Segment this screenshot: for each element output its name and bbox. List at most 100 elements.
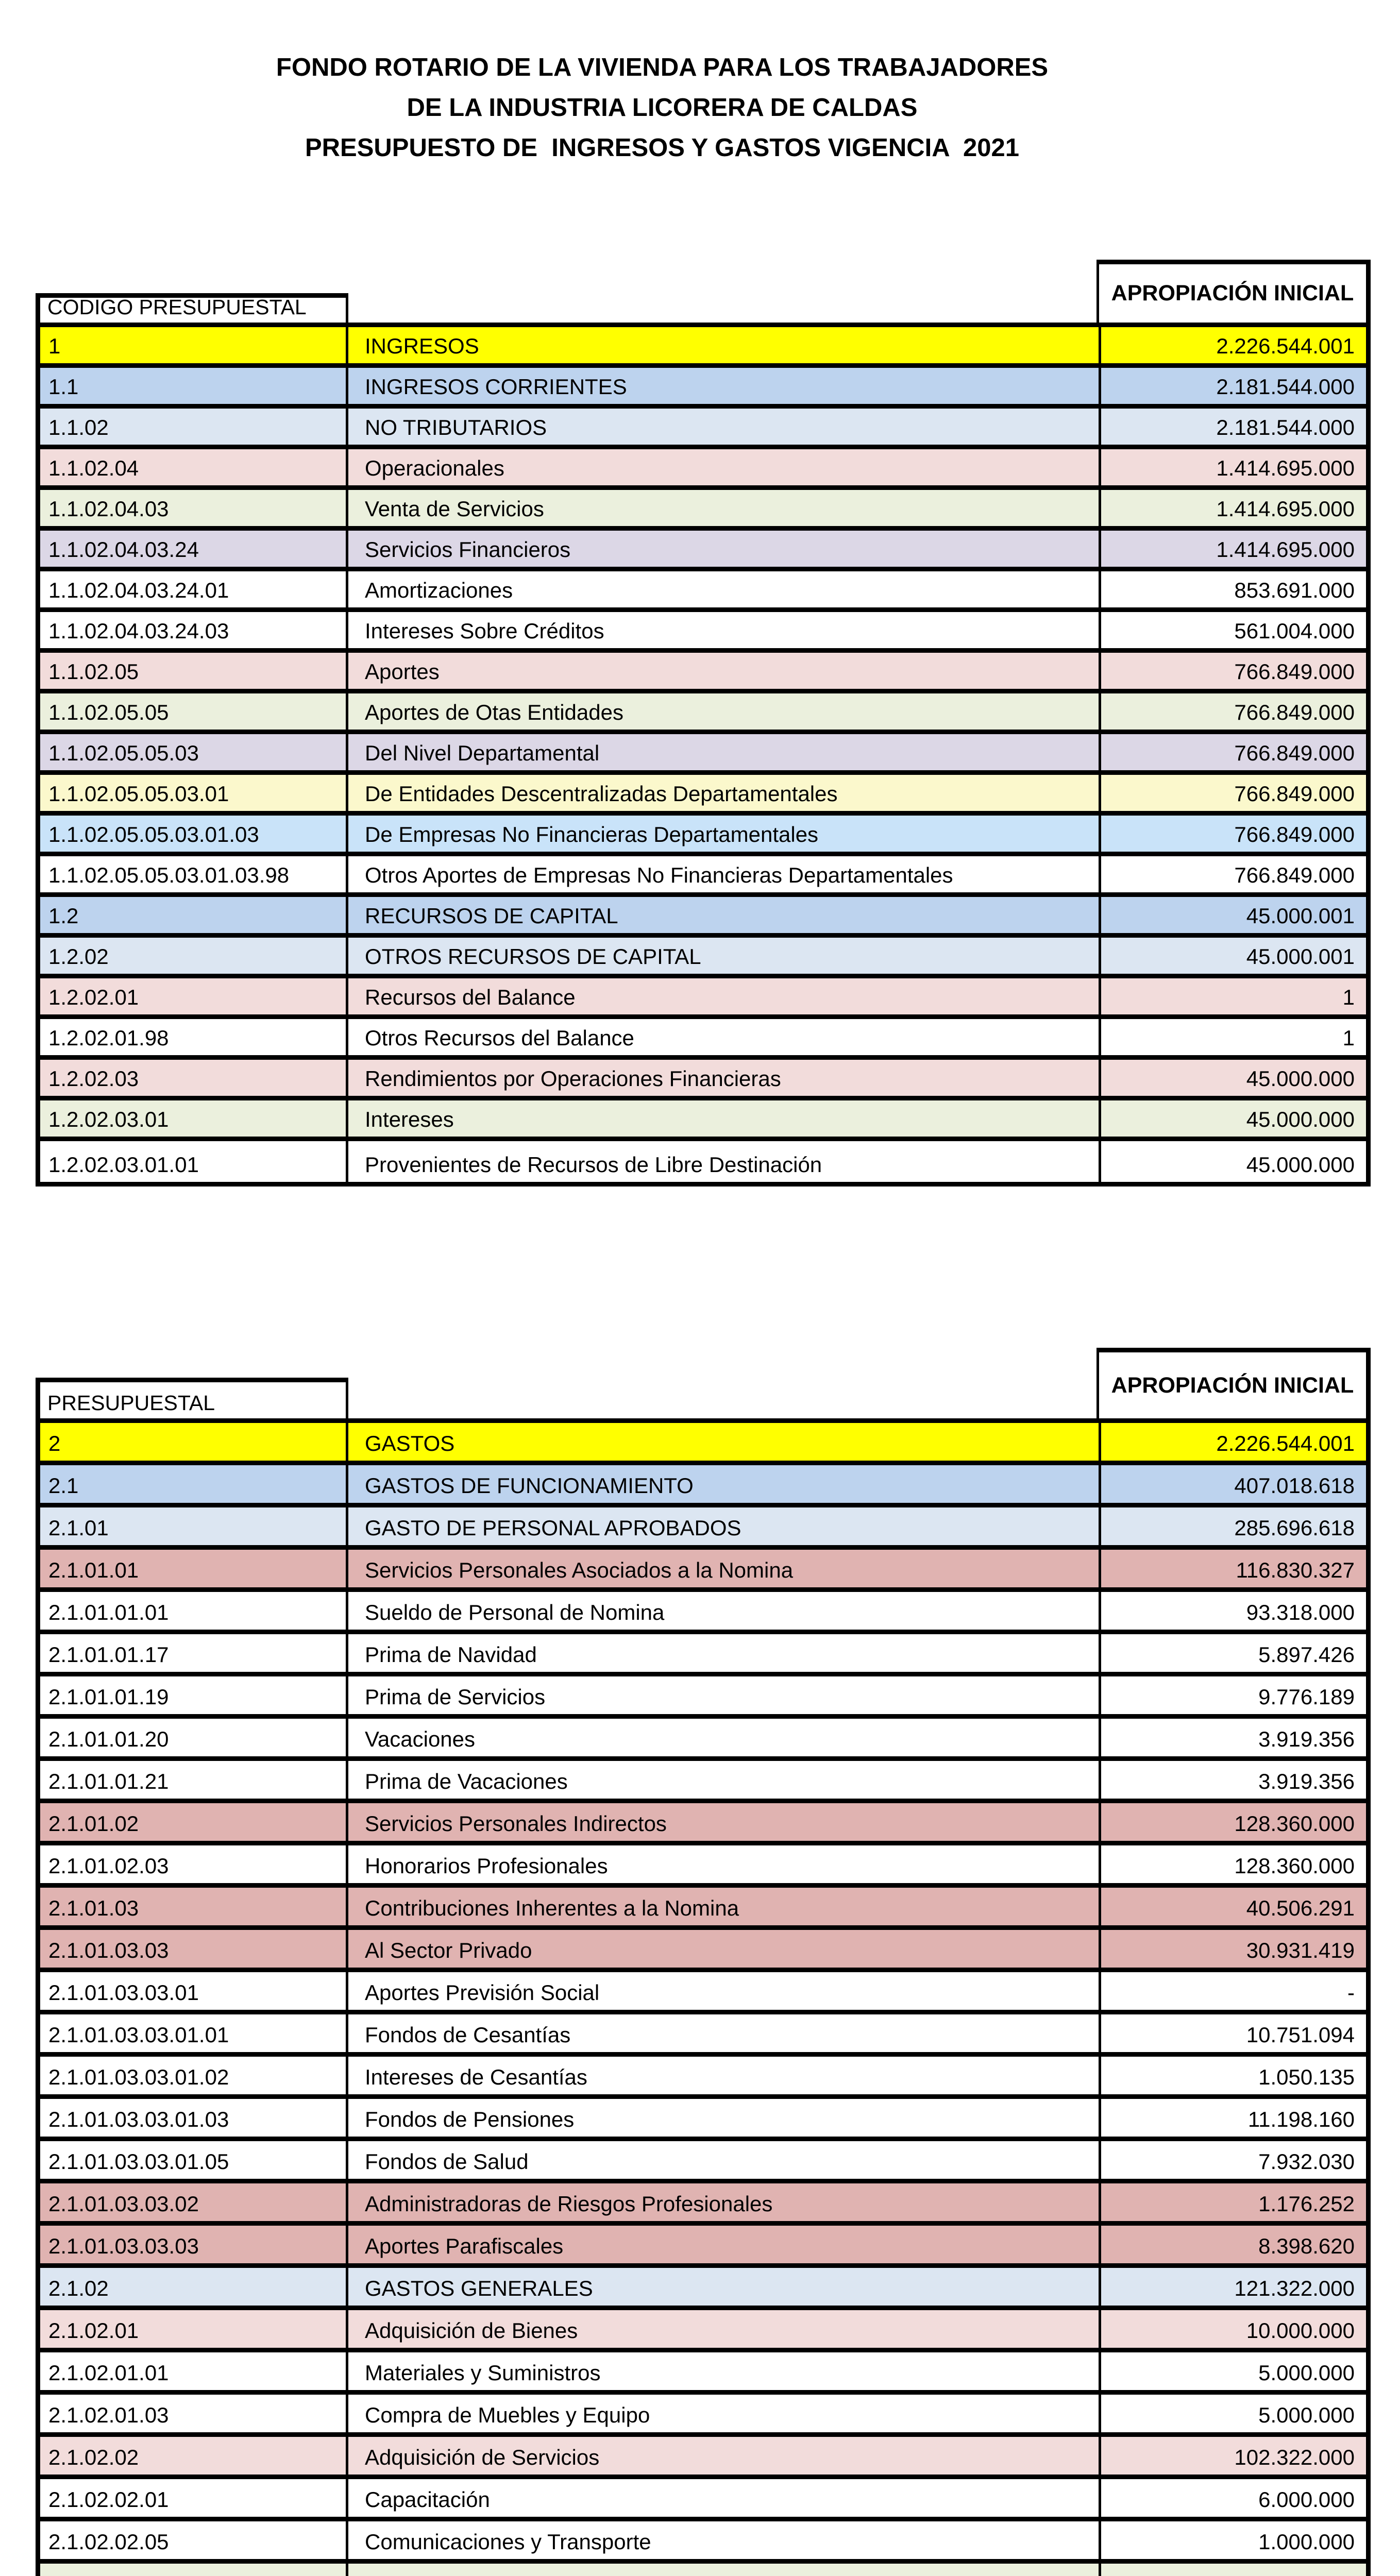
expense-code-header-label: PRESUPUESTAL — [47, 1391, 215, 1415]
budget-code-cell: 2.1.01.02.03 — [40, 1845, 348, 1883]
budget-name-cell: Adquisición de Bienes — [348, 2310, 1101, 2348]
table-row: 1.1.02.04 Operacionales 1.414.695.000 — [40, 449, 1366, 490]
income-code-column-header: CODIGO PRESUPUESTAL — [36, 293, 348, 323]
table-row: 1.1.02.05.05.03.01 De Entidades Descentra… — [40, 775, 1366, 816]
budget-code-cell: 2.1.01.02 — [40, 1803, 348, 1841]
table-row: 2.1.01.03.03.01.05 Fondos de Salud 7.932.0… — [40, 2141, 1366, 2183]
budget-code-cell: 2.1.01.01.19 — [40, 1676, 348, 1714]
budget-name-cell: Comunicaciones y Transporte — [348, 2521, 1101, 2559]
budget-value-cell: 766.849.000 — [1234, 822, 1355, 846]
budget-name-cell: Intereses — [348, 1100, 1101, 1137]
table-row: 1.1 INGRESOS CORRIENTES 2.181.544.000 — [40, 368, 1366, 409]
budget-value-cell: 2.181.544.000 — [1216, 415, 1355, 439]
budget-code-cell: 1.1.02.04.03 — [40, 490, 348, 526]
table-row: 1.2.02.01 Recursos del Balance 1 — [40, 978, 1366, 1019]
budget-value-cell: 50.672.000 — [1101, 2564, 1366, 2576]
budget-code-cell: 2.1.01.01.17 — [40, 1634, 348, 1672]
budget-name-cell: Compra de Muebles y Equipo — [348, 2395, 1101, 2432]
table-row: 2.1.01.01.21 Prima de Vacaciones 3.919.356 — [40, 1761, 1366, 1803]
budget-value-cell: 10.751.094 — [1246, 2023, 1355, 2047]
budget-name-cell: Rendimientos por Operaciones Financieras — [348, 1060, 1101, 1096]
budget-value-cell: 93.318.000 — [1246, 1600, 1355, 1624]
budget-code-cell: 1.2.02.03.01.01 — [40, 1141, 348, 1182]
table-row: 1.2.02 OTROS RECURSOS DE CAPITAL 45.000.00… — [40, 938, 1366, 978]
budget-value-cell: 45.000.000 — [1246, 1153, 1355, 1177]
budget-value-cell: 766.849.000 — [1234, 741, 1355, 765]
budget-name-cell: INGRESOS — [348, 327, 1101, 363]
page-title-line-2: DE LA INDUSTRIA LICORERA DE CALDAS — [407, 94, 918, 122]
budget-value-cell: 1.176.252 — [1258, 2192, 1355, 2216]
budget-code-cell: 2.1.01.03.03.01.01 — [40, 2014, 348, 2052]
budget-name-cell: Intereses de Cesantías — [348, 2057, 1101, 2094]
budget-value-cell: 5.000.000 — [1258, 2403, 1355, 2427]
budget-code-cell: 2.1.02.02 — [40, 2437, 348, 2475]
expense-code-column-header: PRESUPUESTAL — [36, 1378, 348, 1418]
budget-name-cell: INGRESOS CORRIENTES — [348, 368, 1101, 404]
budget-value-cell: 1 — [1342, 1026, 1355, 1050]
budget-code-cell: 1.1.02.05.05.03 — [40, 734, 348, 770]
table-row: 2.1.01 GASTO DE PERSONAL APROBADOS 285.696… — [40, 1507, 1366, 1550]
budget-value-cell: 7.932.030 — [1258, 2149, 1355, 2174]
budget-code-cell: 2.1.01.01.21 — [40, 1761, 348, 1799]
table-row: 2.1.01.03.03.02 Administradoras de Riesgo… — [40, 2183, 1366, 2226]
budget-code-cell: 2.1.01.03.03.01.03 — [40, 2099, 348, 2137]
budget-code-cell: 2.1.01.03.03.01.02 — [40, 2057, 348, 2094]
table-row: 2.1.02.02.09Seguros50.672.000 — [40, 2564, 1366, 2576]
budget-name-cell: Fondos de Salud — [348, 2141, 1101, 2179]
table-row: 1.1.02.05.05.03.01.03.98 Otros Aportes de… — [40, 856, 1366, 897]
budget-value-cell: 45.000.000 — [1246, 1107, 1355, 1131]
table-row: 2.1.01.01.19 Prima de Servicios 9.776.189 — [40, 1676, 1366, 1719]
table-row: 1.2.02.03 Rendimientos por Operaciones Fi… — [40, 1060, 1366, 1100]
table-row: 2.1.01.03 Contribuciones Inherentes a la … — [40, 1888, 1366, 1930]
table-row: 2.1.02.02 Adquisición de Servicios 102.322… — [40, 2437, 1366, 2479]
budget-value-cell: 45.000.001 — [1246, 944, 1355, 969]
table-row: 1.2.02.03.01.01 Provenientes de Recursos … — [40, 1141, 1366, 1182]
table-row: 2.1.01.03.03.01.02 Intereses de Cesantías… — [40, 2057, 1366, 2099]
table-row: 1.1.02.04.03.24 Servicios Financieros 1.41… — [40, 531, 1366, 571]
budget-name-cell: NO TRIBUTARIOS — [348, 409, 1101, 445]
budget-name-cell: Operacionales — [348, 449, 1101, 485]
budget-name-cell: RECURSOS DE CAPITAL — [348, 897, 1101, 933]
table-row: 1.1.02 NO TRIBUTARIOS 2.181.544.000 — [40, 409, 1366, 449]
table-row: 2.1.01.02.03 Honorarios Profesionales 128.… — [40, 1845, 1366, 1888]
budget-code-cell: 1.2.02.01 — [40, 978, 348, 1014]
budget-code-cell: 2.1.01.03 — [40, 1888, 348, 1925]
budget-name-cell: De Entidades Descentralizadas Departamen… — [348, 775, 1101, 811]
budget-value-cell: 1 — [1342, 985, 1355, 1009]
table-row: 1.1.02.04.03 Venta de Servicios 1.414.695.… — [40, 490, 1366, 531]
budget-value-cell: 128.360.000 — [1234, 1811, 1355, 1836]
table-row: 2.1.01.01 Servicios Personales Asociados … — [40, 1550, 1366, 1592]
budget-code-cell: 1.1.02.04 — [40, 449, 348, 485]
budget-name-cell: Sueldo de Personal de Nomina — [348, 1592, 1101, 1630]
budget-value-cell: 766.849.000 — [1234, 659, 1355, 684]
table-row: 2.1.02.02.01 Capacitación 6.000.000 — [40, 2479, 1366, 2521]
budget-name-cell: GASTOS GENERALES — [348, 2268, 1101, 2306]
expense-value-header-label: APROPIACIÓN INICIAL — [1111, 1372, 1354, 1398]
budget-code-cell: 1.1 — [40, 368, 348, 404]
budget-value-cell: 3.919.356 — [1258, 1769, 1355, 1793]
budget-value-cell: 8.398.620 — [1258, 2234, 1355, 2258]
table-row: 2.1.01.01.17 Prima de Navidad 5.897.426 — [40, 1634, 1366, 1676]
table-row: 2.1.01.03.03.01.01 Fondos de Cesantías 10.… — [40, 2014, 1366, 2057]
budget-value-cell: 128.360.000 — [1234, 1854, 1355, 1878]
table-row: 1.1.02.05.05.03 Del Nivel Departamental 76… — [40, 734, 1366, 775]
budget-code-cell: 1.1.02.05.05.03.01 — [40, 775, 348, 811]
budget-name-cell: Intereses Sobre Créditos — [348, 612, 1101, 648]
budget-code-cell: 1.1.02.05.05.03.01.03 — [40, 816, 348, 852]
budget-name-cell: Otros Recursos del Balance — [348, 1019, 1101, 1055]
budget-name-cell: Adquisición de Servicios — [348, 2437, 1101, 2475]
budget-value-cell: 1.000.000 — [1258, 2530, 1355, 2554]
budget-code-cell: 2.1.02.01.01 — [40, 2352, 348, 2390]
budget-value-cell: 766.849.000 — [1234, 863, 1355, 887]
budget-name-cell: Fondos de Cesantías — [348, 2014, 1101, 2052]
budget-value-cell: 40.506.291 — [1246, 1896, 1355, 1920]
budget-code-cell: 2.1.01.03.03.02 — [40, 2183, 348, 2221]
table-row: 2.1.01.01.01 Sueldo de Personal de Nomina… — [40, 1592, 1366, 1634]
table-row: 1.2.02.01.98 Otros Recursos del Balance 1 — [40, 1019, 1366, 1060]
budget-code-cell: 2.1.02.01 — [40, 2310, 348, 2348]
budget-name-cell: Prima de Navidad — [348, 1634, 1101, 1672]
budget-name-cell: De Empresas No Financieras Departamental… — [348, 816, 1101, 852]
budget-name-cell: OTROS RECURSOS DE CAPITAL — [348, 938, 1101, 974]
page-title-line-3: PRESUPUESTO DE INGRESOS Y GASTOS VIGENCI… — [305, 134, 1020, 162]
page-title: FONDO ROTARIO DE LA VIVIENDA PARA LOS TR… — [0, 47, 1324, 168]
